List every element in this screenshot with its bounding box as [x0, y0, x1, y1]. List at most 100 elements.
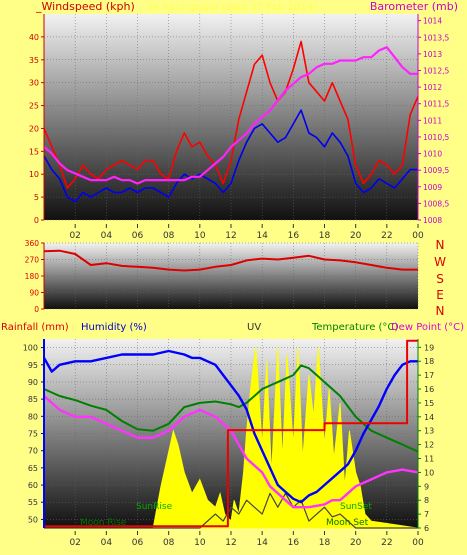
- bottom-series: [42, 339, 419, 529]
- humidity-y-tick-label: 65: [28, 464, 38, 473]
- wind-y-tick-label: 25: [29, 102, 39, 111]
- direction-grid: [44, 242, 419, 310]
- compass-s: S: [436, 272, 444, 286]
- barometer-y-tick-label: 1013,5: [423, 33, 449, 42]
- x-tick-label: 06: [132, 231, 144, 241]
- direction-y-tick-label: 270: [25, 256, 40, 265]
- windspeed-axis-title: _Windspeed (kph): [35, 0, 135, 13]
- x-tick-label: 10: [194, 231, 206, 241]
- x-tick-label: 02: [69, 538, 80, 548]
- x-tick-label: 22: [381, 231, 392, 241]
- chart-title: 24 hour graph (date 17 Feb 2014): [147, 2, 317, 13]
- wind-y-tick-label: 5: [34, 193, 39, 202]
- direction-y-tick-label: 90: [29, 289, 39, 298]
- barometer-y-ticks: 1008 1008,5 1009 1009,5 1010 1010,5 1011 1011,5…: [418, 17, 449, 225]
- wind-y-tick-label: 15: [29, 147, 39, 156]
- x-tick-label: 00: [412, 538, 424, 548]
- wind-y-tick-label: 0: [34, 216, 39, 225]
- x-tick-label: 18: [319, 231, 331, 241]
- barometer-y-tick-label: 1011,5: [423, 100, 449, 109]
- humidity-y-tick-label: 60: [28, 481, 38, 490]
- barometer-y-tick-label: 1008: [423, 216, 442, 225]
- x-tick-label: 14: [256, 538, 268, 548]
- compass-w: W: [434, 255, 446, 269]
- humidity-y-tick-label: 70: [28, 447, 38, 456]
- x-tick-label: 16: [288, 231, 300, 241]
- temperature-y-tick-label: 10: [424, 468, 434, 477]
- x-tick-label: 04: [101, 231, 113, 241]
- sunrise-label: SunRise: [136, 502, 173, 512]
- compass-n-bottom: N: [436, 304, 445, 318]
- barometer-y-tick-label: 1010,5: [423, 133, 449, 142]
- temperature-series-line: [43, 364, 419, 453]
- x-tick-label: 20: [350, 231, 362, 241]
- temperature-y-tick-label: 7: [424, 510, 429, 519]
- direction-series: [43, 249, 418, 272]
- direction-y-tick-label: 0: [34, 305, 39, 314]
- temperature-y-tick-label: 11: [424, 455, 434, 464]
- humidity-series-line: [42, 349, 418, 504]
- x-tick-label: 16: [288, 538, 300, 548]
- temperature-y-tick-label: 8: [424, 496, 429, 505]
- x-tick-label: 18: [319, 538, 331, 548]
- direction-y-ticks: 0 90 180 270 360: [25, 239, 44, 314]
- barometer-y-tick-label: 1010: [423, 150, 442, 159]
- x-tick-label: 10: [194, 538, 206, 548]
- temperature-y-tick-label: 19: [424, 343, 434, 352]
- compass-n-top: N: [436, 238, 445, 252]
- bottom-grid: [44, 339, 419, 528]
- temperature-y-tick-label: 9: [424, 482, 429, 491]
- x-tick-label: 14: [256, 231, 268, 241]
- moonrise-label: Moon Rise: [80, 518, 127, 528]
- temperature-y-tick-label: 15: [424, 399, 434, 408]
- temperature-y-tick-label: 13: [424, 427, 434, 436]
- humidity-axis-title: Humidity (%): [81, 322, 147, 333]
- temperature-y-tick-label: 18: [424, 357, 434, 366]
- temperature-y-tick-label: 14: [424, 413, 434, 422]
- compass-labels: N W S E N: [434, 238, 446, 318]
- x-tick-label: 22: [381, 538, 392, 548]
- humidity-y-tick-label: 50: [28, 515, 38, 524]
- humidity-y-tick-label: 55: [28, 498, 38, 507]
- barometer-y-tick-label: 1012: [423, 83, 442, 92]
- x-tick-label: 20: [350, 538, 362, 548]
- barometer-y-tick-label: 1009: [423, 183, 442, 192]
- x-tick-label: 04: [101, 538, 113, 548]
- wind-y-tick-label: 40: [29, 33, 39, 42]
- wind-y-tick-label: 10: [29, 170, 39, 179]
- x-tick-label: 08: [163, 538, 175, 548]
- x-tick-label: 00: [412, 231, 424, 241]
- uv-series-area: [44, 347, 419, 529]
- dewpoint-series-line: [43, 395, 419, 509]
- direction-y-tick-label: 180: [25, 272, 40, 281]
- temperature-y-tick-label: 16: [424, 385, 434, 394]
- temperature-y-ticks: 6 7 8 9 10 11 12 13 14 15 16 17 18 19: [418, 343, 434, 533]
- dewpoint-axis-title: Dew Point (°C): [391, 322, 464, 333]
- gust-series-line: [43, 40, 419, 189]
- wind-y-tick-label: 20: [29, 124, 39, 133]
- wind-x-ticks: 02 04 06 08 10 12 14 16 18 20 22 00: [69, 224, 424, 241]
- wind-y-ticks: 0 5 10 15 20 25 30 35 40: [29, 33, 44, 225]
- x-tick-label: 02: [69, 231, 80, 241]
- temperature-y-tick-label: 12: [424, 441, 434, 450]
- x-tick-label: 12: [225, 231, 236, 241]
- barometer-y-tick-label: 1014: [423, 17, 442, 26]
- x-tick-label: 06: [132, 538, 144, 548]
- direction-series-line: [43, 249, 418, 272]
- x-tick-label: 08: [163, 231, 175, 241]
- moonset-label: Moon Set: [326, 518, 369, 528]
- humidity-y-tick-label: 90: [28, 378, 38, 387]
- wind-y-tick-label: 35: [29, 56, 39, 65]
- compass-e: E: [436, 288, 444, 302]
- humidity-y-tick-label: 85: [28, 395, 38, 404]
- temperature-axis-title: Temperature (°C): [311, 322, 398, 333]
- direction-panel: 0 90 180 270 360 N W S E N: [25, 238, 446, 318]
- temperature-y-tick-label: 6: [424, 524, 429, 533]
- temperature-y-tick-label: 17: [424, 371, 434, 380]
- wind-grid: [44, 14, 419, 221]
- avg-wind-series-line: [43, 109, 418, 203]
- rain-series-line: [44, 339, 418, 528]
- barometer-axis-title: Barometer (mb): [370, 0, 458, 13]
